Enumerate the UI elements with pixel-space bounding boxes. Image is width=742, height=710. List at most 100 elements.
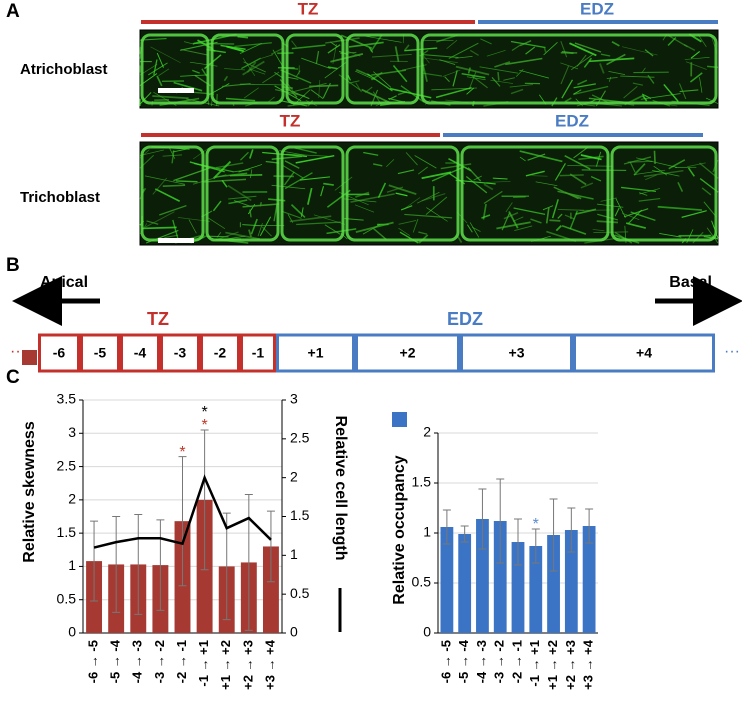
fiber: [640, 93, 681, 100]
bar: [493, 521, 507, 633]
fiber: [299, 176, 331, 181]
fiber: [592, 229, 605, 232]
fiber: [416, 191, 440, 204]
fiber: [228, 195, 257, 200]
fiber: [503, 77, 515, 81]
y-tick-label: 2.5: [57, 457, 77, 473]
error-bar: [178, 456, 187, 587]
y-tick-label: 1.5: [57, 524, 77, 540]
fiber: [355, 191, 370, 198]
fiber: [173, 81, 203, 92]
cell: [573, 333, 715, 373]
fiber: [699, 77, 703, 93]
fiber: [574, 42, 602, 53]
error-bar: [496, 478, 505, 564]
fiber: [373, 71, 392, 88]
error-bar: [134, 514, 143, 615]
fiber: [158, 68, 170, 77]
fiber: [355, 221, 394, 233]
fiber: [483, 190, 503, 204]
cell-label: -4: [134, 345, 147, 361]
fiber: [194, 42, 235, 45]
fiber: [557, 208, 585, 211]
ellipsis: ···: [10, 343, 26, 360]
fiber: [306, 187, 313, 205]
fiber: [310, 89, 324, 100]
bar: [458, 534, 472, 633]
fiber: [355, 70, 376, 81]
y-tick-label: 3.5: [57, 391, 77, 407]
fiber: [234, 169, 250, 173]
fiber: [511, 44, 522, 51]
fiber: [557, 190, 594, 200]
cell-label: +3: [509, 345, 525, 361]
fiber: [576, 54, 587, 67]
fiber: [181, 49, 209, 56]
fiber: [249, 68, 266, 75]
fiber: [614, 207, 620, 217]
fiber: [422, 53, 459, 59]
fiber: [448, 42, 479, 60]
y2-tick-label: 2.5: [290, 430, 310, 446]
fiber: [560, 65, 570, 85]
fiber: [162, 184, 186, 187]
error-bar: [585, 508, 594, 544]
fiber: [687, 167, 695, 177]
fiber: [237, 35, 249, 39]
cell-wall: [140, 33, 210, 105]
fiber: [274, 88, 306, 97]
fiber: [248, 229, 252, 238]
cell-label: +1: [308, 345, 324, 361]
cell-label: -5: [94, 345, 107, 361]
fiber: [519, 156, 526, 162]
fiber: [559, 174, 584, 177]
fiber: [466, 224, 473, 233]
fiber: [412, 218, 419, 233]
x-tick-label: -3 → -2: [152, 640, 167, 683]
fiber: [389, 87, 432, 99]
error-bar: [478, 488, 487, 550]
fiber: [203, 178, 247, 183]
fiber: [494, 61, 511, 68]
fiber: [417, 166, 428, 175]
fiber: [371, 69, 407, 76]
fiber: [156, 75, 163, 87]
cell-wall: [460, 145, 610, 242]
fiber: [418, 231, 428, 235]
fiber: [469, 222, 480, 238]
fiber: [164, 234, 179, 239]
fiber: [320, 185, 325, 197]
y2-tick-label: 2: [290, 468, 298, 484]
fiber: [282, 165, 304, 179]
fiber: [172, 219, 179, 240]
fiber: [192, 174, 227, 185]
fiber: [636, 157, 678, 168]
fiber: [667, 36, 677, 46]
fiber: [611, 41, 620, 47]
fiber: [519, 150, 563, 163]
fiber: [629, 161, 636, 173]
y2-tick-label: 1: [290, 546, 298, 562]
significance-mark: *: [201, 404, 207, 421]
fiber: [225, 231, 260, 240]
scale-bar: [158, 88, 194, 93]
fiber: [620, 186, 657, 193]
fiber: [444, 76, 450, 83]
fiber: [223, 75, 229, 82]
x-tick-label: -5 → -4: [456, 639, 471, 683]
fiber: [632, 82, 644, 86]
zone-label: EDZ: [447, 309, 483, 329]
fiber: [570, 53, 595, 71]
fiber: [397, 169, 415, 175]
fiber: [153, 59, 158, 76]
fiber: [262, 226, 272, 237]
fiber: [514, 225, 533, 231]
fiber: [291, 44, 326, 50]
cell-wall: [345, 33, 420, 105]
fiber: [361, 88, 393, 105]
fiber: [249, 209, 252, 218]
cell-label: +2: [400, 345, 416, 361]
y-tick-label: 0.5: [412, 574, 432, 590]
bar: [582, 526, 596, 633]
fiber: [193, 162, 235, 173]
